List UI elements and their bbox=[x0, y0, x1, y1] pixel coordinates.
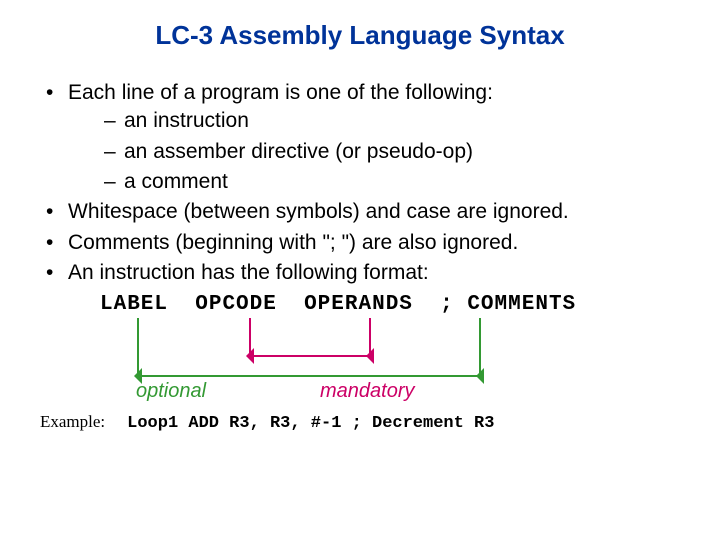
format-label: LABEL bbox=[100, 293, 168, 316]
format-opcode: OPCODE bbox=[195, 293, 277, 316]
example-label: Example: bbox=[40, 412, 105, 432]
sub-1-1: an instruction bbox=[68, 107, 680, 135]
bullet-1-text: Each line of a program is one of the fol… bbox=[68, 81, 493, 104]
bullet-list: Each line of a program is one of the fol… bbox=[40, 79, 680, 287]
bullet-1: Each line of a program is one of the fol… bbox=[40, 79, 680, 196]
label-mandatory: mandatory bbox=[320, 380, 415, 403]
optional-arrows bbox=[138, 318, 480, 376]
example-code: Loop1 ADD R3, R3, #-1 ; Decrement R3 bbox=[127, 414, 494, 433]
format-comments: ; COMMENTS bbox=[440, 293, 576, 316]
sub-1-3: a comment bbox=[68, 168, 680, 196]
example-line: Example: Loop1 ADD R3, R3, #-1 ; Decreme… bbox=[40, 412, 680, 433]
bullet-4: An instruction has the following format: bbox=[40, 259, 680, 287]
bullet-2: Whitespace (between symbols) and case ar… bbox=[40, 198, 680, 226]
sub-1-2: an assember directive (or pseudo-op) bbox=[68, 138, 680, 166]
slide-title: LC-3 Assembly Language Syntax bbox=[40, 20, 680, 51]
format-line: LABEL OPCODE OPERANDS ; COMMENTS bbox=[100, 293, 680, 316]
arrow-diagram: optional mandatory bbox=[40, 318, 680, 408]
mandatory-arrows bbox=[250, 318, 370, 356]
label-optional: optional bbox=[136, 380, 206, 403]
format-operands: OPERANDS bbox=[304, 293, 413, 316]
sub-list-1: an instruction an assember directive (or… bbox=[68, 107, 680, 196]
bullet-3: Comments (beginning with "; ") are also … bbox=[40, 229, 680, 257]
